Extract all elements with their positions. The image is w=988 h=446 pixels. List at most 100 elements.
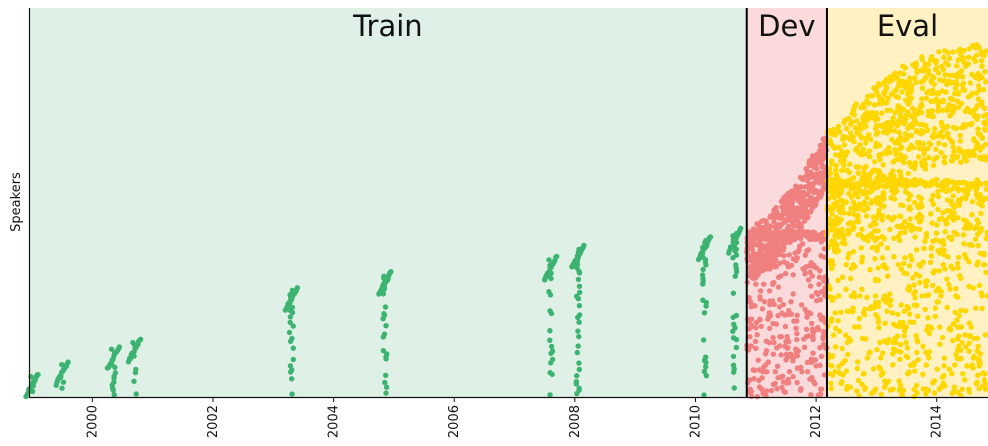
eval-point <box>896 378 902 384</box>
train-point <box>382 304 389 310</box>
eval-point <box>925 292 932 298</box>
eval-point <box>845 255 851 261</box>
dev-point <box>770 244 776 251</box>
eval-point <box>893 87 899 93</box>
axes <box>28 8 988 399</box>
eval-point <box>854 118 860 124</box>
dev-point <box>757 316 763 322</box>
eval-point <box>951 149 957 155</box>
eval-point <box>847 135 853 141</box>
eval-point <box>877 82 883 88</box>
eval-point <box>960 74 966 80</box>
dev-point <box>808 236 815 242</box>
eval-point <box>958 159 964 165</box>
eval-point <box>831 145 838 151</box>
eval-point <box>875 228 881 234</box>
eval-point <box>869 244 876 251</box>
eval-point <box>977 250 984 256</box>
eval-point <box>973 187 979 193</box>
eval-point <box>915 339 921 345</box>
eval-point <box>941 251 947 258</box>
eval-point <box>908 227 915 234</box>
eval-point <box>873 215 880 221</box>
dev-point <box>773 264 779 270</box>
dev-point <box>753 325 759 331</box>
eval-point <box>976 44 982 51</box>
eval-point <box>928 253 935 259</box>
dev-point <box>786 369 793 375</box>
eval-point <box>897 382 904 388</box>
train-point <box>381 273 387 279</box>
eval-point <box>940 380 947 386</box>
eval-point <box>963 255 969 261</box>
dev-point <box>779 243 785 250</box>
eval-point <box>831 182 837 188</box>
eval-point <box>881 79 887 86</box>
eval-point <box>926 154 932 161</box>
dev-point <box>772 369 778 375</box>
train-point <box>554 253 560 260</box>
eval-point <box>915 154 922 160</box>
eval-point <box>944 220 950 227</box>
eval-point <box>831 194 837 200</box>
eval-point <box>934 154 940 160</box>
eval-point <box>879 234 885 240</box>
dev-point <box>783 207 789 213</box>
eval-point <box>867 306 873 312</box>
eval-point <box>950 96 956 103</box>
eval-point <box>843 125 850 132</box>
dev-point <box>794 312 800 318</box>
eval-point <box>950 193 956 199</box>
eval-point <box>902 189 909 195</box>
eval-point <box>902 225 908 231</box>
eval-point <box>906 263 913 269</box>
eval-point <box>966 46 972 52</box>
eval-point <box>942 229 948 235</box>
train-point <box>730 362 737 368</box>
eval-point <box>944 276 950 282</box>
eval-point <box>968 108 975 114</box>
eval-point <box>984 195 988 202</box>
eval-point <box>946 214 952 221</box>
eval-point <box>877 339 883 346</box>
eval-point <box>966 348 972 354</box>
eval-point <box>935 70 942 76</box>
eval-point <box>895 118 901 124</box>
eval-point <box>919 204 925 210</box>
eval-point <box>901 260 907 267</box>
eval-point <box>897 146 903 152</box>
eval-point <box>955 336 961 342</box>
eval-point <box>829 211 835 218</box>
eval-point <box>836 293 842 299</box>
eval-point <box>874 245 880 251</box>
eval-point <box>920 371 926 378</box>
eval-point <box>971 335 977 342</box>
eval-point <box>852 264 858 270</box>
dev-point <box>817 142 824 149</box>
eval-point <box>975 113 981 119</box>
eval-point <box>956 200 962 206</box>
eval-point <box>914 181 920 187</box>
eval-point <box>970 355 977 361</box>
eval-point <box>936 386 943 392</box>
eval-point <box>865 179 871 185</box>
dev-point <box>783 351 790 357</box>
train-point <box>290 345 296 351</box>
eval-point <box>929 88 935 94</box>
dev-point <box>803 326 810 332</box>
dev-point <box>766 288 773 294</box>
eval-point <box>922 306 928 313</box>
eval-point <box>907 311 913 317</box>
dev-point <box>802 252 808 258</box>
train-point <box>287 363 294 369</box>
eval-point <box>890 115 896 121</box>
eval-point <box>839 167 845 174</box>
eval-point <box>902 131 909 137</box>
eval-point <box>877 195 883 201</box>
dev-point <box>815 324 821 331</box>
eval-point <box>895 156 901 162</box>
dev-point <box>790 374 796 380</box>
eval-point <box>960 371 966 377</box>
eval-point <box>838 158 844 164</box>
eval-point <box>907 193 914 199</box>
